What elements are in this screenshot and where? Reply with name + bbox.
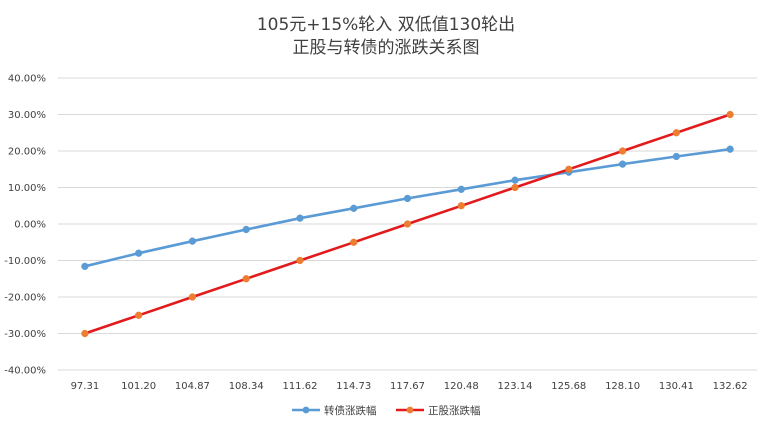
legend-swatch-marker: [302, 406, 310, 414]
data-point: [242, 225, 250, 234]
x-tick-label: 97.31: [71, 381, 100, 392]
data-point: [672, 152, 680, 161]
y-tick-label: 30.00%: [8, 110, 46, 121]
legend: 转债涨跌幅 正股涨跌幅: [292, 404, 481, 417]
y-tick-label: 10.00%: [8, 183, 46, 194]
data-point: [135, 311, 143, 319]
data-point: [242, 275, 250, 283]
x-tick-label: 114.73: [336, 381, 371, 392]
y-tick-label: -40.00%: [4, 366, 46, 377]
chart-title-line-2: 正股与转债的涨跌关系图: [293, 38, 480, 58]
series-line-1: [84, 147, 731, 268]
x-tick-label: 111.62: [282, 381, 317, 392]
x-axis: 97.31 101.20 104.87 108.34 111.62 114.73 117.6…: [71, 381, 748, 392]
data-point: [81, 329, 89, 338]
y-tick-label: 20.00%: [8, 147, 46, 158]
data-point: [188, 237, 197, 245]
legend-label: 转债涨跌幅: [324, 404, 377, 417]
data-point: [457, 185, 465, 193]
data-point: [618, 147, 627, 155]
data-point: [726, 145, 734, 153]
data-point: [403, 194, 412, 203]
x-tick-label: 128.10: [605, 381, 640, 392]
x-tick-label: 123.14: [498, 381, 533, 392]
data-point: [672, 129, 680, 137]
data-point: [457, 202, 465, 210]
x-tick-label: 108.34: [229, 381, 264, 392]
data-point: [350, 238, 358, 246]
x-tick-label: 125.68: [551, 381, 586, 392]
x-tick-label: 120.48: [444, 381, 479, 392]
x-tick-label: 101.20: [121, 381, 156, 392]
series-group: [81, 110, 734, 338]
x-tick-label: 117.67: [390, 381, 425, 392]
y-tick-label: 0.00%: [14, 220, 46, 231]
x-tick-label: 130.41: [659, 381, 694, 392]
y-tick-label: 40.00%: [8, 74, 46, 85]
data-point: [565, 165, 573, 173]
data-point: [350, 204, 358, 212]
data-point: [296, 214, 304, 222]
data-point: [726, 110, 734, 119]
x-tick-label: 132.62: [713, 381, 748, 392]
legend-label: 正股涨跌幅: [428, 404, 481, 417]
y-tick-label: -10.00%: [4, 256, 46, 267]
data-point: [618, 160, 627, 168]
y-tick-label: -20.00%: [4, 293, 46, 304]
legend-swatch-marker: [406, 406, 414, 414]
data-point: [296, 256, 304, 265]
data-point: [511, 176, 519, 184]
data-point: [511, 183, 519, 192]
data-point: [188, 293, 197, 301]
data-point: [81, 262, 89, 270]
data-point: [135, 249, 143, 257]
data-point: [403, 220, 412, 228]
y-tick-label: -30.00%: [4, 329, 46, 340]
y-axis: 40.00% 30.00% 20.00% 10.00% 0.00% -10.00% -20.…: [4, 74, 46, 377]
x-tick-label: 104.87: [175, 381, 210, 392]
chart-title-line-1: 105元+15%轮入 双低值130轮出: [257, 15, 515, 35]
